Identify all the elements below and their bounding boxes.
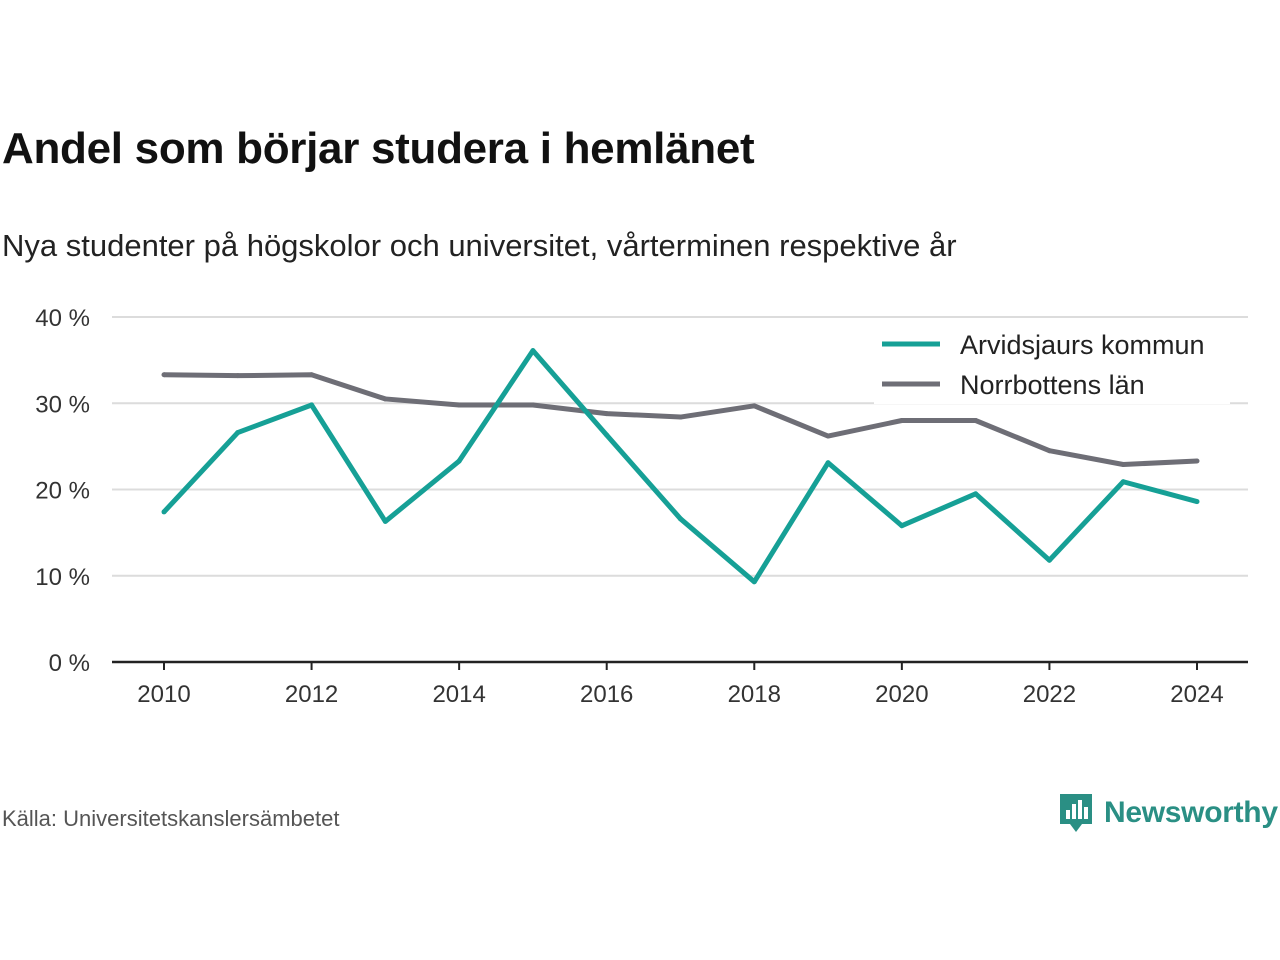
series-lines: [161, 348, 1200, 585]
data-point: [825, 433, 831, 439]
chart-title: Andel som börjar studera i hemlänet: [2, 124, 755, 173]
data-point: [456, 458, 462, 464]
brand-logo: Newsworthy: [1058, 792, 1278, 834]
data-point: [825, 460, 831, 466]
x-tick-label: 2010: [137, 681, 190, 708]
data-point: [973, 418, 979, 423]
data-point: [678, 516, 683, 522]
data-point: [309, 402, 315, 408]
x-axis: 2010 2012 2014 2016 2018 2020 2022 2024: [112, 660, 1248, 708]
legend: Arvidsjaurs kommun Norrbottens län: [874, 324, 1230, 404]
data-point: [751, 579, 757, 585]
x-tick-label: 2022: [1023, 681, 1076, 708]
x-tick-label: 2016: [580, 681, 633, 708]
data-point: [309, 372, 315, 378]
data-point: [382, 518, 388, 524]
chart-subtitle: Nya studenter på högskolor och universit…: [2, 228, 957, 263]
x-tick-label: 2024: [1170, 681, 1223, 708]
data-point: [1046, 557, 1052, 563]
data-point: [751, 403, 757, 409]
data-point: [1120, 479, 1126, 485]
data-point: [456, 402, 462, 408]
y-tick-label: 30 %: [35, 391, 90, 418]
grid-lines: [112, 316, 1248, 577]
x-tick-label: 2012: [285, 681, 338, 708]
data-point: [1194, 499, 1200, 505]
data-point: [1194, 458, 1200, 464]
x-tick-label: 2014: [432, 681, 485, 708]
legend-label: Norrbottens län: [960, 370, 1145, 400]
x-tick-label: 2020: [875, 681, 928, 708]
brand-name: Newsworthy: [1104, 796, 1278, 829]
data-point: [973, 491, 979, 497]
newsworthy-logo-icon: [1060, 794, 1092, 832]
data-point: [604, 411, 610, 417]
line-chart: 0 % 10 % 20 % 30 % 40 % 2010 2012 2014 2016 2018…: [35, 305, 1248, 708]
y-tick-label: 20 %: [35, 478, 90, 505]
legend-label: Arvidsjaurs kommun: [960, 330, 1205, 360]
data-point: [1120, 461, 1126, 467]
data-point: [161, 372, 167, 378]
data-point: [530, 348, 536, 354]
data-point: [899, 523, 905, 529]
y-axis-ticks: 0 % 10 % 20 % 30 % 40 %: [35, 305, 90, 677]
source-note: Källa: Universitetskanslersämbetet: [2, 806, 340, 831]
data-point: [1046, 448, 1052, 454]
data-point: [235, 373, 241, 379]
data-point: [899, 418, 905, 423]
data-point: [235, 430, 241, 436]
data-point: [382, 396, 388, 402]
data-point: [161, 509, 167, 515]
x-tick-label: 2018: [728, 681, 781, 708]
data-point: [604, 432, 610, 438]
y-tick-label: 0 %: [49, 650, 90, 677]
data-point: [530, 402, 536, 408]
legend-background: [874, 324, 1230, 404]
y-tick-label: 40 %: [35, 305, 90, 332]
data-point: [678, 414, 683, 420]
y-tick-label: 10 %: [35, 564, 90, 591]
